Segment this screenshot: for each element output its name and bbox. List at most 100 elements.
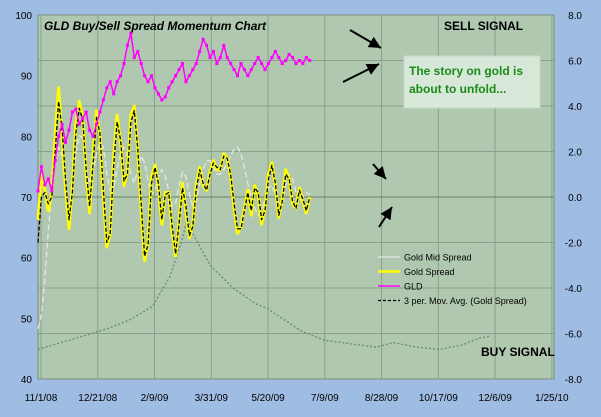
gld-point bbox=[291, 55, 295, 59]
legend-label: 3 per. Mov. Avg. (Gold Spread) bbox=[404, 296, 527, 306]
gld-point bbox=[46, 177, 50, 181]
callout-line-1: The story on gold is bbox=[409, 64, 523, 78]
right-tick-label: 4.0 bbox=[568, 102, 582, 113]
x-tick-label: 8/28/09 bbox=[365, 393, 399, 404]
gld-point bbox=[60, 122, 64, 126]
buy-signal-label: BUY SIGNAL bbox=[481, 345, 555, 359]
gld-point bbox=[77, 122, 81, 126]
x-tick-label: 7/9/09 bbox=[311, 393, 339, 404]
signal-arrow bbox=[349, 29, 382, 49]
gld-point bbox=[36, 189, 40, 193]
gld-point bbox=[287, 52, 291, 56]
gld-point bbox=[211, 49, 215, 53]
gld-point bbox=[280, 62, 284, 66]
gld-point bbox=[101, 98, 105, 102]
gld-point bbox=[215, 62, 219, 66]
gld-point bbox=[146, 80, 150, 84]
chart-title: GLD Buy/Sell Spread Momentum Chart bbox=[44, 19, 267, 33]
signal-arrow bbox=[372, 163, 387, 180]
gld-point bbox=[156, 92, 160, 96]
left-tick-label: 50 bbox=[21, 314, 33, 325]
gld-point bbox=[132, 55, 136, 59]
signal-arrows bbox=[342, 29, 393, 228]
gld-point bbox=[160, 98, 164, 102]
right-tick-label: -6.0 bbox=[565, 330, 583, 341]
signal-arrow bbox=[342, 63, 380, 83]
gld-point bbox=[81, 116, 85, 120]
right-tick-label: 8.0 bbox=[568, 11, 582, 22]
callout-line-2: about to unfold... bbox=[409, 82, 506, 96]
legend: Gold Mid Spread Gold Spread GLD 3 per. Mov.… bbox=[378, 253, 527, 306]
legend-label: Gold Mid Spread bbox=[404, 253, 472, 263]
gld-point bbox=[201, 37, 205, 41]
gld-point bbox=[301, 62, 305, 66]
gld-point bbox=[88, 128, 92, 132]
gld-point bbox=[39, 165, 43, 169]
right-tick-label: 2.0 bbox=[568, 148, 582, 159]
gld-point bbox=[246, 74, 250, 78]
gld-point bbox=[266, 62, 270, 66]
x-tick-label: 12/6/09 bbox=[478, 393, 512, 404]
gld-point bbox=[187, 74, 191, 78]
right-tick-label: 6.0 bbox=[568, 57, 582, 68]
left-tick-label: 100 bbox=[15, 11, 32, 22]
gld-point bbox=[64, 140, 68, 144]
x-tick-label: 3/31/09 bbox=[195, 393, 229, 404]
gld-point bbox=[180, 62, 184, 66]
x-tick-label: 11/1/08 bbox=[25, 393, 58, 404]
gld-point bbox=[229, 62, 233, 66]
x-tick-label: 10/17/09 bbox=[419, 393, 458, 404]
callout-background bbox=[403, 55, 541, 109]
left-tick-label: 60 bbox=[21, 254, 33, 265]
plot-border bbox=[37, 14, 555, 380]
gld-point bbox=[112, 92, 116, 96]
legend-label: GLD bbox=[404, 282, 423, 292]
gld-point bbox=[84, 110, 88, 114]
gld-point bbox=[150, 74, 154, 78]
gld-point bbox=[125, 43, 129, 47]
gld-point bbox=[236, 74, 240, 78]
series-layer bbox=[36, 31, 492, 351]
gld-point bbox=[170, 80, 174, 84]
gld-point bbox=[91, 134, 95, 138]
legend-label: Gold Spread bbox=[404, 267, 455, 277]
gld-point bbox=[122, 62, 126, 66]
gld-point bbox=[273, 49, 277, 53]
left-tick-label: 70 bbox=[21, 193, 33, 204]
gld-point bbox=[205, 43, 209, 47]
series-line bbox=[37, 100, 311, 257]
axis-labels: 11/1/08 12/21/08 2/9/09 3/31/09 5/20/09 7/9/0… bbox=[15, 11, 582, 404]
gld-point bbox=[198, 49, 202, 53]
gld-point bbox=[184, 80, 188, 84]
x-tick-label: 5/20/09 bbox=[251, 393, 285, 404]
gld-point bbox=[94, 122, 98, 126]
gld-point bbox=[143, 74, 147, 78]
gld-point bbox=[249, 68, 253, 72]
x-tick-label: 12/21/08 bbox=[78, 393, 117, 404]
gld-point bbox=[270, 55, 274, 59]
gld-point bbox=[53, 159, 57, 163]
gld-point bbox=[153, 86, 157, 90]
series-line bbox=[37, 219, 492, 351]
gld-point bbox=[239, 62, 243, 66]
right-tick-label: -4.0 bbox=[565, 284, 583, 295]
gld-point bbox=[232, 68, 236, 72]
gld-point bbox=[136, 49, 140, 53]
callout-box: The story on gold is about to unfold... bbox=[403, 55, 541, 109]
gld-point bbox=[105, 86, 109, 90]
gld-point bbox=[294, 62, 298, 66]
gld-point bbox=[57, 134, 61, 138]
left-tick-label: 40 bbox=[21, 375, 33, 386]
left-tick-label: 80 bbox=[21, 132, 33, 143]
gld-point bbox=[50, 189, 54, 193]
gld-point bbox=[253, 62, 257, 66]
signal-arrow bbox=[378, 206, 393, 228]
left-tick-label: 90 bbox=[21, 72, 33, 83]
x-tick-label: 1/25/10 bbox=[535, 393, 569, 404]
gld-point bbox=[115, 80, 119, 84]
gld-point bbox=[191, 68, 195, 72]
gld-point bbox=[284, 59, 288, 62]
gld-point bbox=[67, 128, 71, 132]
